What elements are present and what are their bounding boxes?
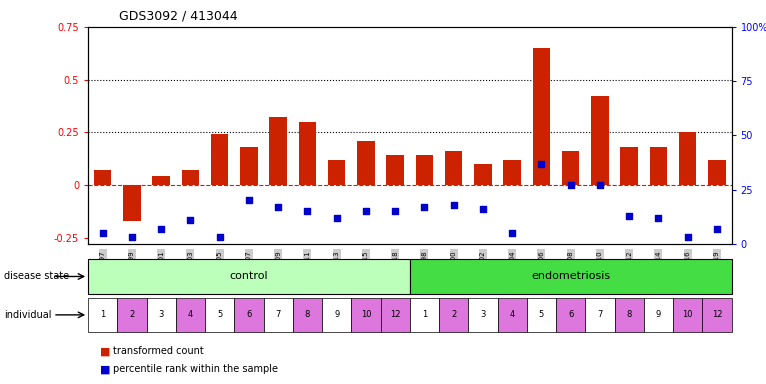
Bar: [205, 298, 234, 332]
Point: [214, 234, 226, 240]
Text: 6: 6: [246, 310, 252, 319]
Text: 10: 10: [683, 310, 693, 319]
Text: 4: 4: [509, 310, 515, 319]
Bar: [702, 298, 732, 332]
Bar: [503, 160, 521, 185]
Text: 12: 12: [712, 310, 722, 319]
Bar: [679, 132, 696, 185]
Point: [418, 204, 430, 210]
Bar: [591, 96, 609, 185]
Text: 7: 7: [276, 310, 281, 319]
Bar: [620, 147, 638, 185]
Point: [185, 217, 197, 223]
Bar: [386, 156, 404, 185]
Text: endometriosis: endometriosis: [531, 271, 611, 281]
Point: [243, 197, 255, 204]
Bar: [673, 298, 702, 332]
Bar: [532, 48, 550, 185]
Text: 3: 3: [159, 310, 164, 319]
Text: percentile rank within the sample: percentile rank within the sample: [113, 364, 278, 374]
Point: [331, 215, 343, 221]
Point: [301, 208, 313, 214]
Text: 9: 9: [656, 310, 661, 319]
Text: GDS3092 / 413044: GDS3092 / 413044: [119, 10, 237, 23]
Bar: [264, 298, 293, 332]
Bar: [176, 298, 205, 332]
Bar: [322, 298, 352, 332]
Bar: [410, 259, 732, 294]
Point: [682, 234, 694, 240]
Bar: [410, 298, 439, 332]
Point: [506, 230, 519, 236]
Bar: [562, 151, 579, 185]
Bar: [94, 170, 112, 185]
Bar: [585, 298, 614, 332]
Bar: [241, 147, 257, 185]
Bar: [556, 298, 585, 332]
Bar: [381, 298, 410, 332]
Bar: [614, 298, 643, 332]
Point: [594, 182, 606, 188]
Bar: [708, 160, 725, 185]
Point: [126, 234, 138, 240]
Bar: [123, 185, 141, 221]
Text: 5: 5: [217, 310, 222, 319]
Text: ■: ■: [100, 346, 110, 356]
Point: [535, 161, 548, 167]
Bar: [650, 147, 667, 185]
Bar: [527, 298, 556, 332]
Bar: [416, 156, 434, 185]
Text: 5: 5: [538, 310, 544, 319]
Text: 3: 3: [480, 310, 486, 319]
Text: 4: 4: [188, 310, 193, 319]
Text: 9: 9: [334, 310, 339, 319]
Bar: [474, 164, 492, 185]
Bar: [234, 298, 264, 332]
Bar: [88, 259, 410, 294]
Text: 2: 2: [451, 310, 457, 319]
Text: 10: 10: [361, 310, 372, 319]
Point: [272, 204, 284, 210]
Bar: [498, 298, 527, 332]
Point: [565, 182, 577, 188]
Bar: [439, 298, 468, 332]
Bar: [88, 298, 117, 332]
Bar: [182, 170, 199, 185]
Text: control: control: [230, 271, 268, 281]
Bar: [352, 298, 381, 332]
Bar: [299, 122, 316, 185]
Text: 6: 6: [568, 310, 574, 319]
Bar: [328, 160, 345, 185]
Bar: [643, 298, 673, 332]
Text: 1: 1: [100, 310, 106, 319]
Text: 8: 8: [627, 310, 632, 319]
Text: 8: 8: [305, 310, 310, 319]
Bar: [357, 141, 375, 185]
Bar: [270, 118, 287, 185]
Text: ■: ■: [100, 364, 110, 374]
Text: individual: individual: [4, 310, 51, 320]
Point: [97, 230, 109, 236]
Bar: [146, 298, 176, 332]
Text: 2: 2: [129, 310, 135, 319]
Point: [360, 208, 372, 214]
Bar: [211, 134, 228, 185]
Point: [623, 213, 635, 219]
Point: [155, 225, 167, 232]
Bar: [468, 298, 498, 332]
Point: [447, 202, 460, 208]
Text: disease state: disease state: [4, 271, 69, 281]
Point: [389, 208, 401, 214]
Point: [711, 225, 723, 232]
Text: 7: 7: [597, 310, 603, 319]
Text: transformed count: transformed count: [113, 346, 204, 356]
Text: 12: 12: [390, 310, 401, 319]
Point: [476, 206, 489, 212]
Text: 1: 1: [422, 310, 427, 319]
Bar: [293, 298, 322, 332]
Point: [653, 215, 665, 221]
Bar: [117, 298, 146, 332]
Bar: [445, 151, 463, 185]
Bar: [152, 176, 170, 185]
